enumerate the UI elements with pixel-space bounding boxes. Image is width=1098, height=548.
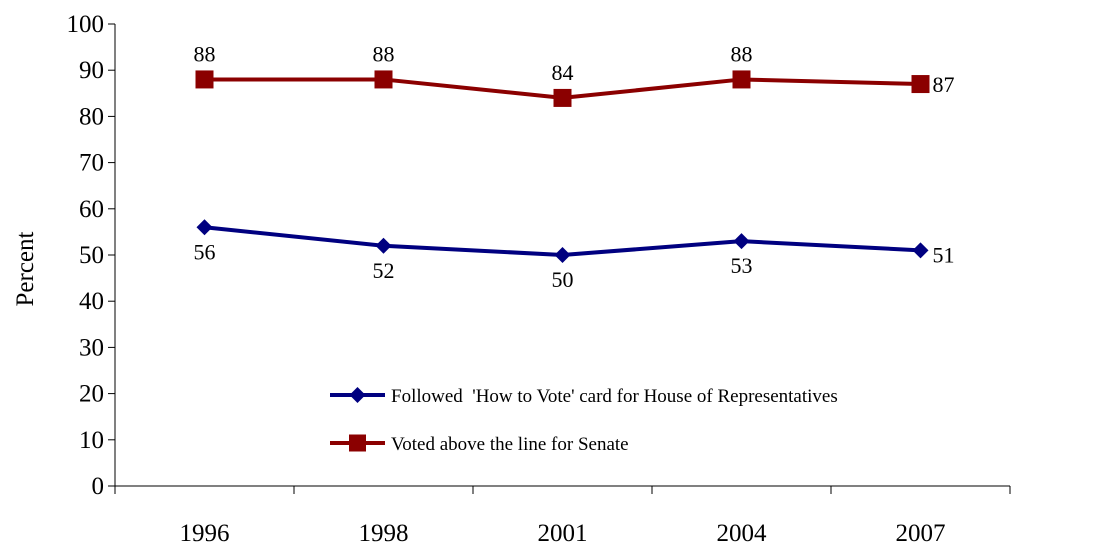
data-point-diamond (733, 233, 750, 250)
y-axis-ticks: 0 10 20 30 40 50 60 70 80 90 100 (67, 11, 115, 500)
series-senate: 88 88 84 88 87 (194, 41, 955, 107)
data-label: 52 (373, 258, 395, 283)
legend-item: Followed 'How to Vote' card for House of… (330, 386, 838, 407)
data-point-diamond (375, 237, 392, 254)
data-label: 88 (731, 41, 753, 66)
x-tick-label: 2001 (538, 520, 588, 547)
series: 56 52 50 53 51 88 88 84 88 87 (194, 41, 955, 292)
data-point-diamond (554, 247, 571, 263)
data-label: 53 (731, 253, 753, 278)
data-label: 56 (194, 239, 216, 264)
legend-marker-diamond (349, 387, 366, 403)
y-tick-label: 50 (79, 242, 104, 269)
x-tick-label: 2007 (896, 520, 946, 547)
y-axis-title: Percent (12, 231, 39, 306)
x-tick-label: 2004 (717, 520, 768, 547)
data-point-square (732, 70, 751, 89)
data-label: 87 (933, 72, 955, 97)
legend-label: Followed 'How to Vote' card for House of… (391, 386, 838, 407)
data-point-diamond (912, 242, 929, 259)
data-label: 88 (373, 41, 395, 66)
series-house: 56 52 50 53 51 (194, 219, 955, 292)
y-tick-label: 60 (79, 196, 104, 223)
legend-marker-square (349, 434, 366, 452)
y-tick-label: 20 (79, 381, 104, 408)
x-tick-label: 1996 (180, 520, 230, 547)
legend: Followed 'How to Vote' card for House of… (330, 386, 838, 455)
y-tick-label: 10 (79, 427, 104, 454)
data-point-square (553, 88, 572, 107)
data-label: 84 (552, 60, 574, 85)
data-point-diamond (196, 219, 213, 236)
y-tick-label: 80 (79, 103, 104, 130)
legend-item: Voted above the line for Senate (330, 434, 629, 455)
data-label: 88 (194, 41, 216, 66)
y-tick-label: 70 (79, 150, 104, 177)
y-tick-label: 40 (79, 288, 104, 315)
data-point-square (195, 70, 214, 89)
y-tick-label: 30 (79, 334, 104, 361)
legend-label: Voted above the line for Senate (391, 434, 629, 455)
x-tick-label: 1998 (359, 520, 409, 547)
y-tick-label: 0 (92, 473, 105, 500)
data-label: 51 (933, 242, 955, 267)
data-point-square (374, 70, 393, 89)
data-label: 50 (552, 267, 574, 292)
y-tick-label: 100 (67, 11, 105, 38)
data-point-square (911, 75, 930, 94)
x-axis-ticks: 1996 1998 2001 2004 2007 (114, 486, 1011, 547)
y-tick-label: 90 (79, 57, 104, 84)
